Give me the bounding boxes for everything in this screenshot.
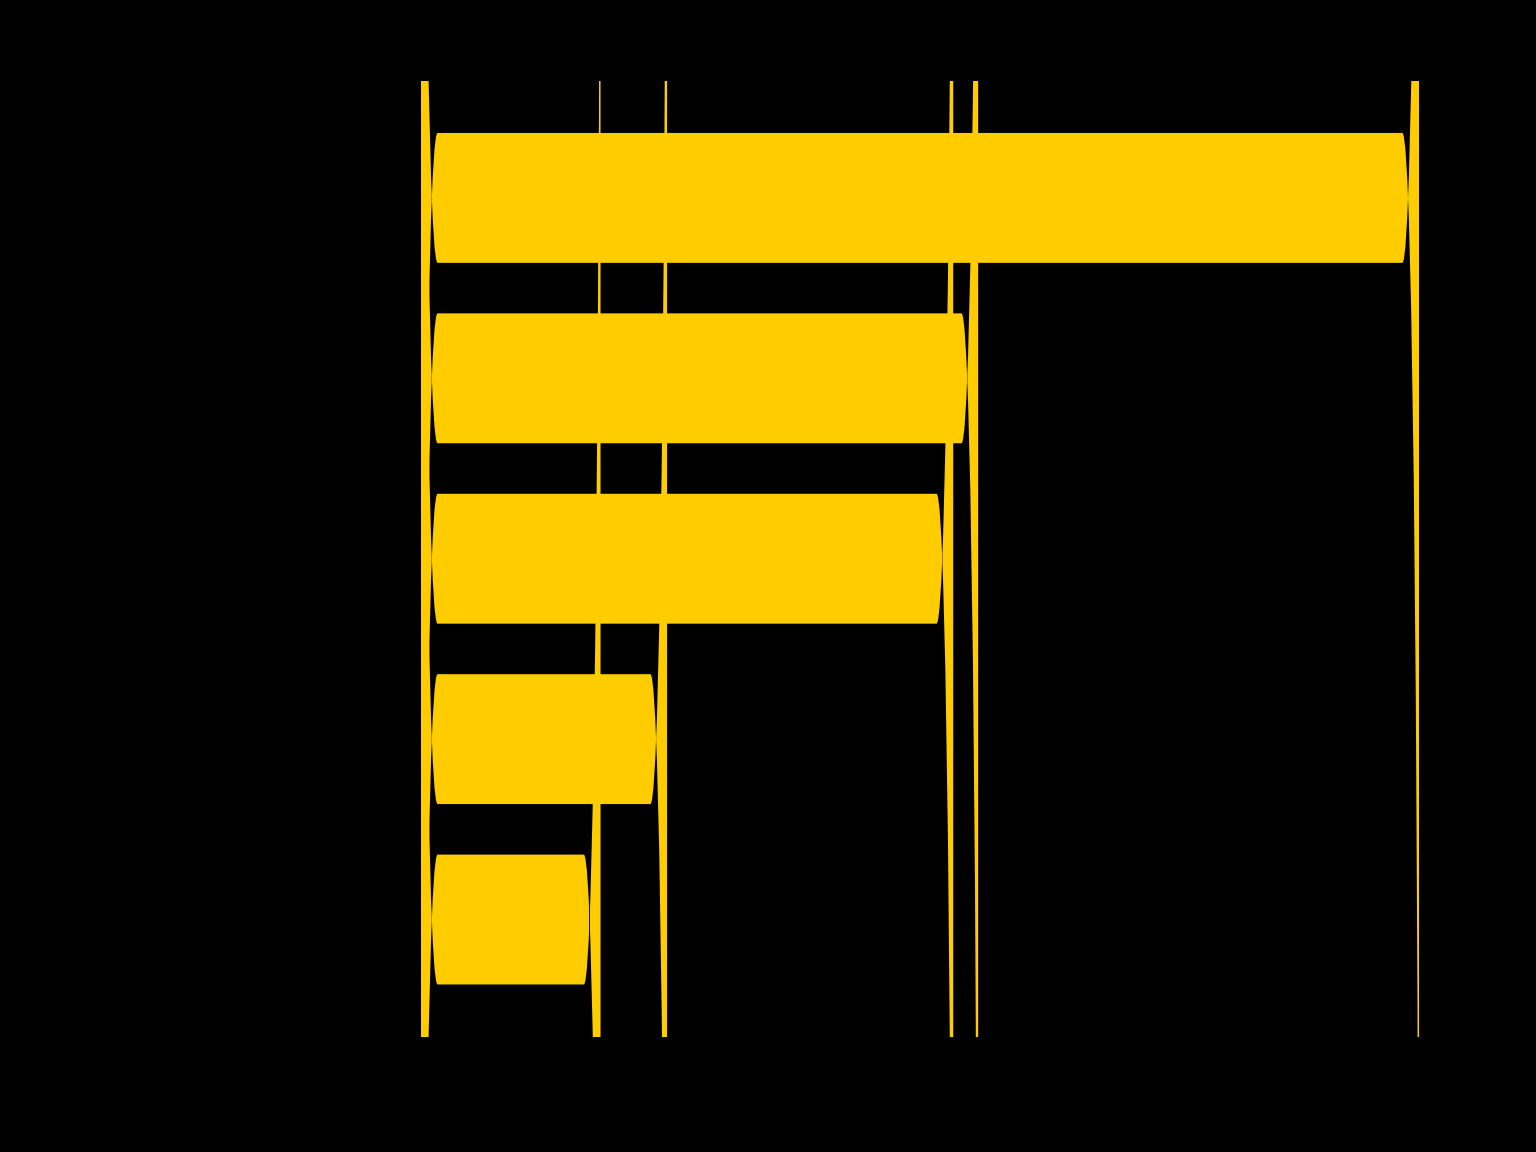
FancyBboxPatch shape — [421, 0, 978, 1152]
FancyBboxPatch shape — [421, 0, 954, 1152]
FancyBboxPatch shape — [421, 0, 601, 1152]
FancyBboxPatch shape — [421, 0, 1419, 1152]
FancyBboxPatch shape — [421, 0, 667, 1152]
